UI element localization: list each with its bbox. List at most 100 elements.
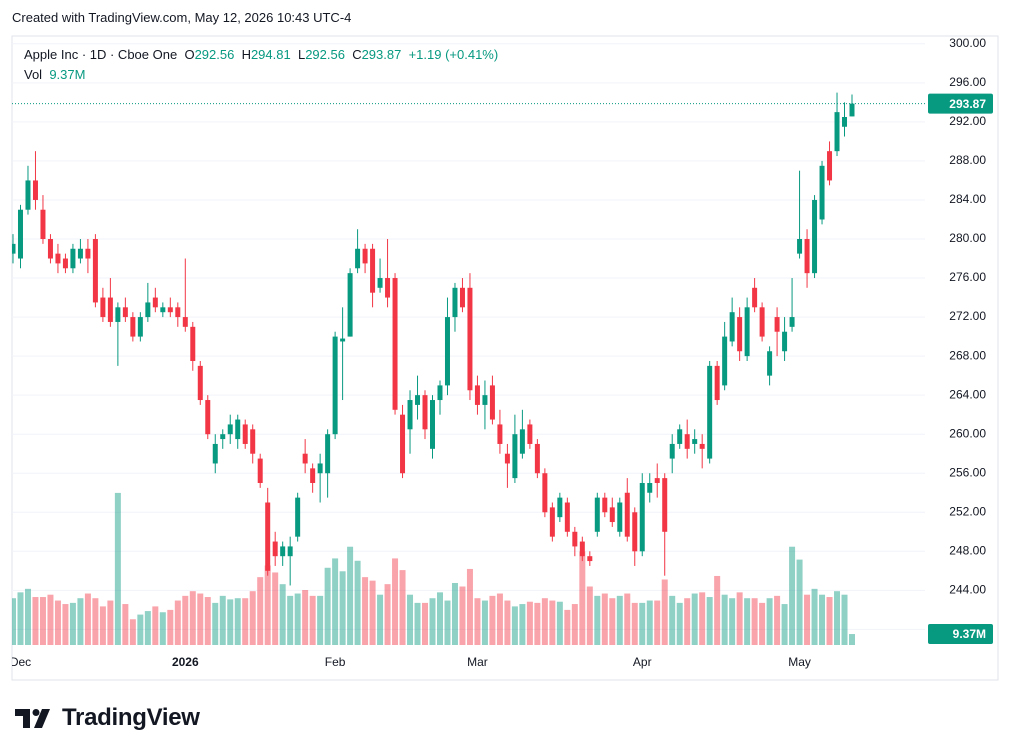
volume-bar	[287, 595, 294, 645]
candle-body	[250, 429, 256, 454]
legend: Apple Inc · 1D · Cboe One O292.56 H294.8…	[24, 45, 498, 85]
candle-body	[692, 439, 698, 444]
candle-body	[564, 502, 570, 532]
candle-body	[789, 317, 795, 327]
candle-body	[115, 307, 121, 322]
candle-body	[684, 434, 690, 449]
candle-body	[280, 546, 286, 557]
candle-body	[557, 497, 563, 518]
volume-bar	[354, 560, 361, 645]
candle-body	[579, 541, 585, 557]
y-tick-label: 288.00	[949, 153, 986, 167]
candle-body	[594, 497, 600, 532]
candle-body	[137, 317, 143, 337]
candle-body	[497, 424, 503, 444]
candle-body	[415, 395, 421, 405]
volume-bar	[167, 609, 174, 645]
y-tick-label: 260.00	[949, 426, 986, 440]
candle-body	[430, 400, 435, 449]
legend-change: +1.19 (+0.41%)	[408, 47, 499, 62]
legend-h: H	[241, 47, 251, 62]
volume-bar	[32, 597, 39, 645]
volume-bar	[841, 594, 848, 645]
volume-bar	[399, 570, 406, 645]
volume-bar	[407, 594, 414, 645]
candle-body	[542, 473, 548, 513]
volume-bar	[661, 579, 668, 645]
candle-body	[160, 307, 166, 313]
volume-bar	[39, 597, 46, 645]
volume-bar	[489, 595, 496, 645]
legend-l: L	[297, 47, 306, 62]
candle-body	[257, 458, 263, 483]
candle-body	[130, 317, 136, 337]
candle-body	[212, 443, 218, 464]
volume-bar	[369, 580, 376, 645]
candle-body	[347, 273, 353, 337]
volume-bar	[339, 571, 346, 645]
candle-body	[519, 429, 525, 454]
candle-body	[609, 507, 615, 523]
candle-body	[265, 502, 271, 571]
volume-bar	[324, 567, 331, 645]
candle-body	[152, 297, 158, 308]
candle-body	[12, 243, 16, 254]
volume-bar	[107, 600, 114, 645]
candle-body	[819, 165, 825, 220]
volume-bar	[332, 558, 339, 645]
candle-body	[774, 317, 780, 332]
volume-bar	[699, 592, 706, 645]
candle-body	[632, 512, 638, 552]
candle-body	[17, 209, 23, 259]
volume-bar	[819, 594, 826, 645]
candle-body	[47, 239, 53, 259]
last-price-label: 293.87	[949, 97, 986, 111]
volume-bar	[249, 591, 256, 645]
volume-bar	[422, 602, 429, 645]
candle-body	[759, 307, 765, 337]
candle-body	[474, 385, 480, 405]
volume-bar	[242, 598, 249, 645]
volume-bar	[526, 601, 533, 645]
volume-bar	[721, 594, 728, 645]
volume-bar	[227, 599, 234, 645]
candle-body	[325, 434, 331, 474]
y-tick-label: 264.00	[949, 387, 986, 401]
volume-bar	[496, 593, 503, 645]
volume-bar	[84, 593, 91, 645]
candle-body	[572, 531, 578, 547]
volume-bar	[669, 595, 676, 645]
volume-bar	[159, 612, 166, 645]
volume-bar	[54, 600, 61, 645]
y-tick-label: 300.00	[949, 36, 986, 50]
candle-body	[377, 278, 383, 288]
volume-tag	[928, 624, 993, 645]
volume-bar	[714, 575, 721, 645]
volume-bar	[639, 602, 646, 645]
candle-body	[647, 482, 653, 493]
volume-bar	[122, 604, 129, 645]
candle-body	[400, 414, 406, 474]
volume-bar	[114, 492, 121, 645]
candle-body	[392, 278, 398, 410]
volume-bar	[137, 614, 144, 645]
candle-body	[752, 287, 758, 308]
logo	[15, 709, 50, 728]
volume-bar	[519, 604, 526, 645]
candle-body	[737, 317, 743, 352]
volume-bar	[676, 602, 683, 645]
volume-bar	[804, 594, 811, 645]
volume-bar	[774, 595, 781, 645]
volume-bar	[751, 598, 758, 645]
candle-body	[70, 248, 76, 269]
legend-c: C	[352, 47, 362, 62]
candle-body	[654, 478, 660, 483]
candle-body	[220, 434, 226, 440]
volume-bar	[534, 602, 541, 645]
legend-close: 293.87	[361, 47, 402, 62]
candle-body	[32, 180, 38, 200]
y-tick-label: 252.00	[949, 504, 986, 518]
legend-row: Vol 9.37M	[24, 65, 498, 85]
candle-body	[827, 151, 833, 181]
candle-body	[549, 507, 555, 537]
